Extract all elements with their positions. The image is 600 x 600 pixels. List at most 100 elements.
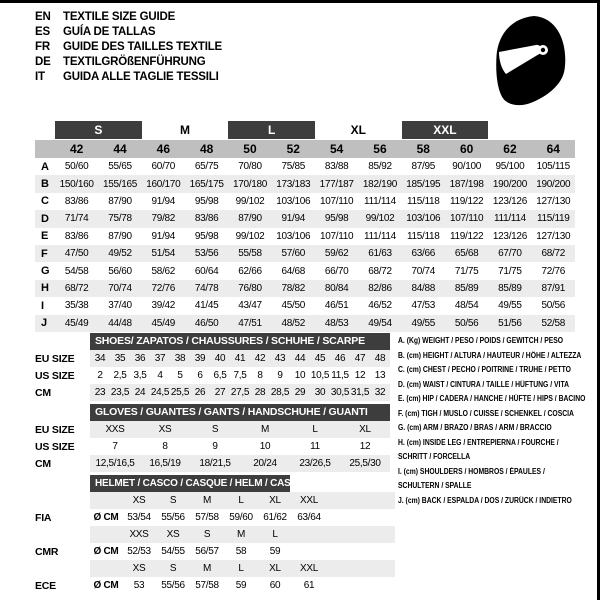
size-value: 48/54 xyxy=(454,300,479,312)
size-column-header: 54 xyxy=(329,142,344,156)
size-value: 2 xyxy=(97,370,103,381)
size-value: 65/68 xyxy=(454,248,479,260)
size-value: 60/70 xyxy=(151,161,176,173)
shoes-row: US SIZE 2 2,5 3,5 4 5 6 6,5 7,5 8 9 10 10,5 11,5 12 13 xyxy=(35,367,390,384)
size-value: 49/54 xyxy=(368,317,392,329)
size-value: 68/72 xyxy=(541,248,566,260)
size-value: 20/24 xyxy=(253,458,277,469)
size-value: 43/47 xyxy=(238,300,262,312)
size-value: 56/60 xyxy=(108,265,132,277)
size-value: 23 xyxy=(94,387,106,398)
size-value: 9 xyxy=(277,370,283,381)
size-value: 107/110 xyxy=(319,230,354,242)
helmet-values: Ø CM 53 55/56 57/58 59 60 61 xyxy=(90,577,395,594)
size-value: 74/78 xyxy=(194,282,219,294)
helmet-value-row: CMR Ø CM 52/53 54/55 56/57 58 59 xyxy=(35,543,395,560)
size-value: 160/170 xyxy=(146,178,181,190)
size-value: 115/118 xyxy=(407,195,440,207)
measurement-row-c: C 83/86 87/90 91/94 95/98 99/102 103/106 107/11… xyxy=(35,193,575,210)
size-value: 35 xyxy=(114,353,126,364)
size-value: 52/58 xyxy=(541,317,566,329)
size-value: 71/74 xyxy=(64,213,89,225)
size-value: 39 xyxy=(194,353,206,364)
size-value: 90/100 xyxy=(452,161,482,173)
size-value: 170/180 xyxy=(232,178,267,190)
helmet-size-value: 59/60 xyxy=(229,512,253,523)
size-value: 59/62 xyxy=(324,248,349,260)
filler-cell xyxy=(326,543,395,560)
legend-item: G. (cm) ARM / BRAZO / BRAS / ARM / BRACC… xyxy=(398,423,552,432)
size-value: 23/26,5 xyxy=(299,458,331,469)
gloves-row: US SIZE 7 8 9 10 11 12 xyxy=(35,438,390,455)
language-code: DE xyxy=(35,55,51,68)
size-value: 123/126 xyxy=(492,195,527,207)
size-value: 111/114 xyxy=(364,195,396,207)
row-label: A xyxy=(41,160,49,173)
language-code: ES xyxy=(35,25,50,38)
row-label: C xyxy=(41,195,49,208)
size-value: 10 xyxy=(259,441,271,452)
helmet-size-row: XXS XS S M L xyxy=(35,526,395,543)
size-value: 105/115 xyxy=(536,161,571,173)
legend-item: J. (cm) BACK / ESPALDA / DOS / ZURÜCK / … xyxy=(398,495,572,505)
size-value: 51/56 xyxy=(498,317,522,329)
filler-cell xyxy=(326,492,395,509)
row-label: EU SIZE xyxy=(35,352,75,365)
filler-cell xyxy=(326,526,395,543)
shoes-table-body: EU SIZE 34 35 36 37 38 39 40 41 42 43 44 45 46 47 48 US … xyxy=(35,350,390,401)
size-value: 111/114 xyxy=(494,213,526,225)
size-value: S xyxy=(211,424,219,435)
helmet-size-value: 54/55 xyxy=(161,546,185,557)
size-value: 30,5 xyxy=(330,387,350,398)
size-value: 127/130 xyxy=(536,230,571,242)
size-value: 3,5 xyxy=(133,370,147,381)
size-header-row: 42 44 46 48 50 52 54 56 58 60 62 64 xyxy=(35,140,575,158)
size-value: 95/98 xyxy=(194,195,219,207)
measurement-row-j: J 45/49 44/48 45/49 46/50 47/51 48/52 48/53 49/5… xyxy=(35,314,575,332)
size-value: 83/86 xyxy=(64,195,89,207)
gloves-values: 7 8 9 10 11 12 xyxy=(90,438,390,455)
size-value: 41/45 xyxy=(194,300,219,312)
size-value: 155/165 xyxy=(102,178,138,190)
shoes-row: CM 23 23,5 24 24,5 25,5 26 27 27,5 28 28,5 29 30 30,5… xyxy=(35,384,390,401)
size-value: 72/76 xyxy=(151,282,176,294)
size-value: 44 xyxy=(294,353,306,364)
guide-title: GUÍA DE TALLAS xyxy=(63,25,156,38)
helmet-value-row: FIA Ø CM 53/54 55/56 57/58 59/60 61/62 63/64 xyxy=(35,509,395,526)
row-label: I xyxy=(41,299,45,312)
size-value: 49/52 xyxy=(108,248,132,260)
size-value: 50/60 xyxy=(64,161,89,173)
size-value: 177/187 xyxy=(319,178,354,190)
size-value: 87/90 xyxy=(238,213,262,225)
filler-cell xyxy=(326,560,395,577)
size-value: 5 xyxy=(177,370,183,381)
size-value: 49/55 xyxy=(411,317,436,329)
legend-item: C. (cm) CHEST / PECHO / POITRINE / TRUHE… xyxy=(398,365,571,374)
size-value: L xyxy=(312,424,318,435)
shoes-values: 23 23,5 24 24,5 25,5 26 27 27,5 28 28,5 29 30 30,5 31… xyxy=(90,384,390,401)
row-label: E xyxy=(41,230,49,243)
size-value: 53/56 xyxy=(194,248,219,260)
size-value: 76/80 xyxy=(238,282,262,294)
helmet-size-label: M xyxy=(202,495,212,506)
helmet-values: Ø CM 53/54 55/56 57/58 59/60 61/62 63/64 xyxy=(90,509,395,526)
legend-item: E. (cm) HIP / CADERA / HANCHE / HÜFTE / … xyxy=(398,394,586,403)
size-value: 28 xyxy=(254,387,266,398)
size-value: 37 xyxy=(154,353,166,364)
size-value: 83/86 xyxy=(194,213,219,225)
size-value: 87/90 xyxy=(108,195,132,207)
helmet-size-label: XL xyxy=(269,495,281,506)
standard-label: ECE xyxy=(35,579,56,592)
size-value: 190/200 xyxy=(492,178,527,190)
gloves-row: EU SIZE XXS XS S M L XL xyxy=(35,421,390,438)
size-value: 99/102 xyxy=(235,230,265,242)
helmet-size-label: XS xyxy=(132,495,146,506)
size-value: 16,5/19 xyxy=(149,458,181,469)
size-value: 45/50 xyxy=(281,300,306,312)
size-value: 95/98 xyxy=(324,213,349,225)
size-column-header: 62 xyxy=(503,142,517,156)
gloves-values: XXS XS S M L XL xyxy=(90,421,390,438)
size-value: 54/58 xyxy=(64,265,89,277)
helmet-size-label: M xyxy=(202,563,212,574)
size-value: 32 xyxy=(374,387,386,398)
